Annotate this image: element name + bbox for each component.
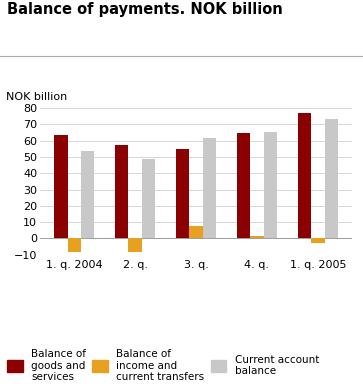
Bar xyxy=(325,119,338,239)
Bar xyxy=(189,226,203,239)
Bar xyxy=(311,239,325,243)
Bar xyxy=(264,132,277,239)
Text: Balance of payments. NOK billion: Balance of payments. NOK billion xyxy=(7,2,283,17)
Legend: Balance of
goods and
services, Balance of
income and
current transfers, Current : Balance of goods and services, Balance o… xyxy=(7,349,319,382)
Bar xyxy=(81,151,94,239)
Bar xyxy=(115,145,129,239)
Bar xyxy=(176,149,189,239)
Bar xyxy=(54,135,68,239)
Bar xyxy=(68,239,81,252)
Text: NOK billion: NOK billion xyxy=(5,92,67,102)
Bar xyxy=(237,132,250,239)
Bar xyxy=(129,239,142,252)
Bar xyxy=(203,138,216,239)
Bar xyxy=(250,236,264,239)
Bar xyxy=(298,113,311,239)
Bar xyxy=(142,159,155,239)
